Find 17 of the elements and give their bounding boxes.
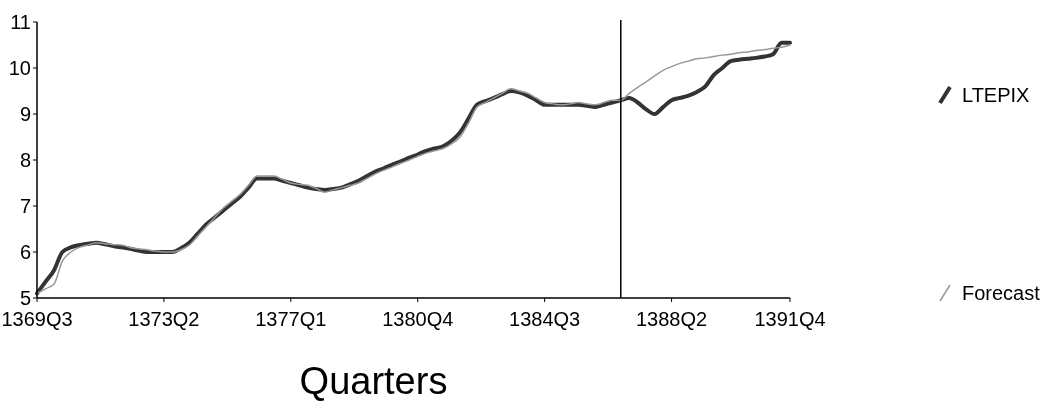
x-tick-label: 1377Q1 (255, 308, 327, 330)
y-tick-label: 7 (19, 195, 31, 217)
y-tick-label: 6 (19, 241, 31, 263)
x-tick-label: 1388Q2 (635, 308, 708, 330)
x-tick-label: 1391Q4 (754, 308, 826, 330)
y-tick-label: 11 (10, 11, 31, 33)
y-tick-label: 9 (19, 103, 31, 125)
y-tick-label: 8 (19, 149, 31, 171)
y-tick-label: 10 (8, 57, 31, 79)
x-tick-label: 1373Q2 (128, 308, 200, 330)
x-axis-title: Quarters (299, 360, 448, 402)
y-tick-label: 5 (19, 287, 31, 309)
x-tick-label: 1380Q4 (382, 308, 454, 330)
legend-label: LTEPIX (962, 84, 1030, 106)
x-tick-label: 1384Q3 (509, 308, 581, 330)
legend-label: Forecast (962, 282, 1041, 304)
x-tick-label: 1369Q3 (1, 308, 73, 330)
